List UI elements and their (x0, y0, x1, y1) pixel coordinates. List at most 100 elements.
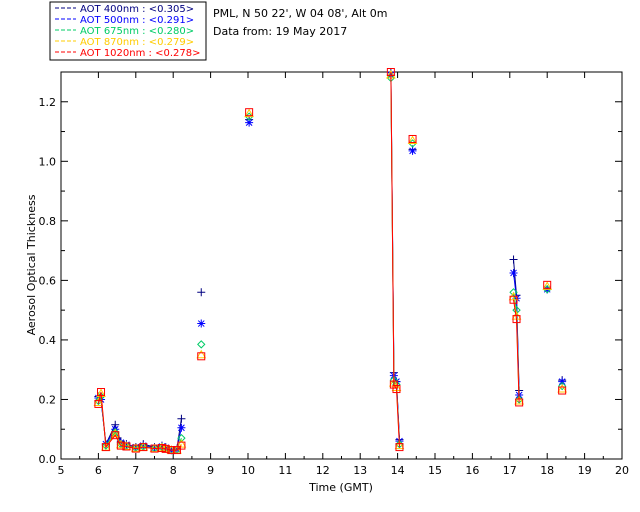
data-point (514, 395, 524, 404)
data-point (514, 395, 525, 405)
x-tick-label: 13 (353, 464, 367, 477)
data-point (177, 414, 186, 423)
data-point (197, 340, 206, 349)
data-point (111, 431, 120, 440)
data-point (558, 377, 567, 386)
data-point (509, 255, 518, 264)
y-tick-label: 1.2 (39, 96, 57, 109)
x-tick-label: 6 (95, 464, 102, 477)
data-point (386, 68, 395, 76)
x-tick-label: 19 (578, 464, 592, 477)
series-0 (94, 68, 567, 455)
data-point (388, 378, 399, 387)
data-point (196, 349, 207, 359)
data-point (394, 440, 405, 450)
x-tick-label: 12 (316, 464, 330, 477)
x-tick-label: 8 (170, 464, 177, 477)
data-point (177, 441, 186, 450)
data-point (116, 438, 125, 447)
data-point (557, 381, 567, 391)
location-label: PML, N 50 22', W 04 08', Alt 0m (213, 7, 387, 20)
series-3 (93, 69, 568, 454)
x-tick-label: 17 (503, 464, 517, 477)
series-line (513, 299, 520, 403)
data-point (93, 397, 104, 406)
data-point (97, 388, 106, 397)
data-point (172, 446, 181, 455)
y-tick-label: 0.8 (39, 215, 57, 228)
data-point (244, 108, 254, 118)
data-point (245, 108, 254, 117)
series-line (97, 391, 182, 451)
series-layer (93, 68, 568, 455)
y-tick-label: 1.0 (39, 155, 57, 168)
data-point (557, 384, 568, 393)
data-point (408, 134, 417, 143)
data-point (176, 439, 187, 448)
data-point (197, 352, 206, 361)
x-tick-label: 14 (391, 464, 405, 477)
x-tick-label: 7 (132, 464, 139, 477)
data-point (94, 399, 103, 408)
x-tick-label: 9 (207, 464, 214, 477)
data-point (395, 443, 404, 452)
data-point (389, 380, 398, 389)
series-line (390, 71, 400, 448)
data-point (177, 423, 186, 432)
y-tick-label: 0.2 (39, 393, 57, 406)
date-label: Data from: 19 May 2017 (213, 25, 347, 38)
data-point (122, 440, 131, 449)
x-tick-label: 20 (615, 464, 629, 477)
plot-frame (60, 71, 623, 460)
data-point (395, 439, 404, 449)
x-axis: 5 6 7 8 9 10 11 12 13 14 15 16 17 18 19 20 (58, 72, 629, 477)
data-point (122, 442, 131, 451)
legend-entry: AOT 500nm : <0.291> (80, 15, 194, 26)
y-axis-label: Aerosol Optical Thickness (25, 194, 38, 335)
series-1 (94, 70, 567, 455)
x-axis-label: Time (GMT) (308, 481, 373, 494)
data-point (101, 442, 111, 451)
data-point (543, 280, 552, 289)
legend-box (49, 1, 207, 61)
series-line (390, 77, 400, 445)
data-point (512, 315, 521, 324)
data-point (509, 295, 518, 304)
data-point (245, 118, 254, 127)
data-point (542, 281, 553, 290)
data-point (139, 441, 148, 450)
data-point (131, 443, 140, 452)
data-point (116, 441, 125, 450)
y-axis: 0.0 0.2 0.4 0.6 0.8 1.0 1.2 (39, 71, 622, 466)
series-2 (94, 73, 567, 455)
x-tick-label: 16 (465, 464, 479, 477)
y-tick-label: 0.4 (39, 334, 57, 347)
data-point (150, 443, 159, 452)
series-line (98, 396, 182, 451)
data-point (197, 288, 206, 297)
legend-entry: AOT 870nm : <0.279> (80, 37, 194, 48)
data-point (515, 398, 524, 407)
data-point (167, 446, 176, 455)
series-line (97, 393, 182, 451)
data-point (407, 135, 418, 144)
x-tick-label: 18 (540, 464, 554, 477)
data-point (139, 443, 148, 452)
legend: AOT 400nm : <0.305>AOT 500nm : <0.291> AO… (49, 1, 207, 61)
data-point (197, 319, 206, 328)
data-point (392, 385, 401, 394)
x-tick-label: 15 (428, 464, 442, 477)
data-point (161, 444, 170, 453)
series-line (390, 74, 400, 446)
legend-entry: AOT 400nm : <0.305> (80, 4, 194, 15)
data-point (509, 268, 518, 277)
data-point (138, 442, 149, 451)
legend-entry: AOT 1020nm : <0.278> (80, 48, 200, 59)
y-tick-label: 0.6 (39, 274, 57, 287)
series-4 (94, 68, 567, 455)
x-tick-label: 5 (58, 464, 65, 477)
series-line (98, 397, 182, 451)
x-tick-label: 10 (241, 464, 255, 477)
data-point (558, 386, 567, 395)
